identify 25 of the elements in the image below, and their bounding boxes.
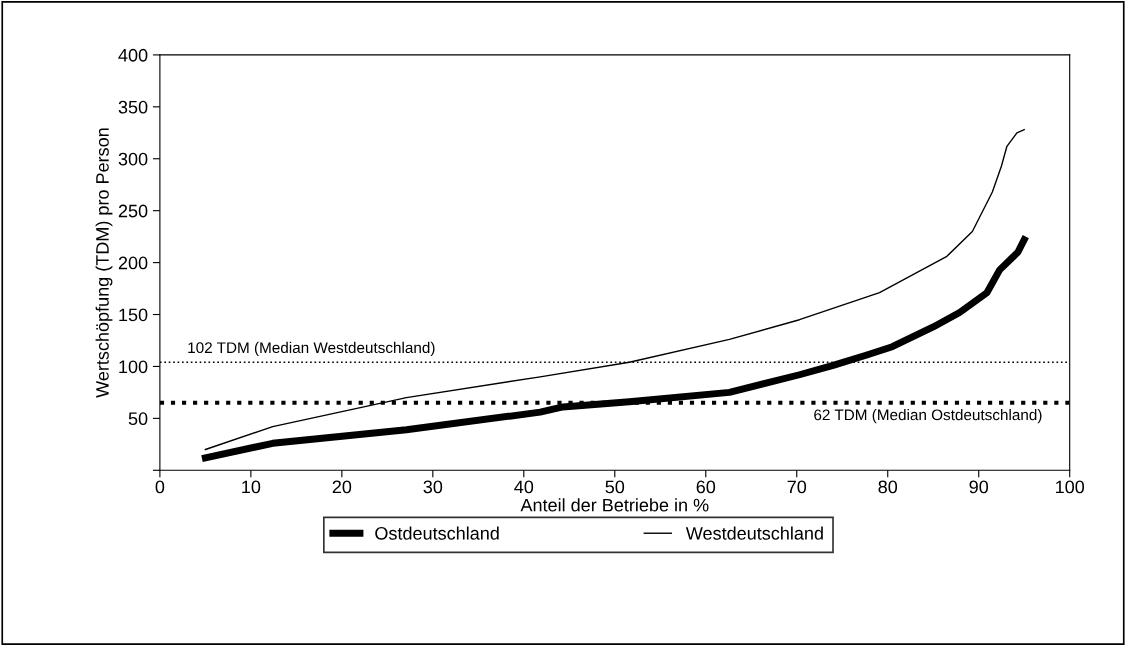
y-tick-label: 250 xyxy=(118,204,148,218)
x-tick-label: 0 xyxy=(155,480,165,494)
x-tick-label: 80 xyxy=(878,480,898,494)
x-tick-label: 100 xyxy=(1056,480,1085,494)
legend-label: Westdeutschland xyxy=(685,526,823,540)
x-tick-label: 90 xyxy=(969,480,989,494)
y-tick-label: 150 xyxy=(119,308,148,322)
x-tick-label: 50 xyxy=(605,480,625,494)
y-tick-label: 400 xyxy=(118,48,148,62)
x-tick-label: 10 xyxy=(242,480,261,494)
x-tick-label: 20 xyxy=(332,480,352,494)
x-axis-title: Anteil der Betriebe in % xyxy=(520,498,709,512)
y-tick-label: 100 xyxy=(119,360,148,374)
legend-label: Ostdeutschland xyxy=(375,526,499,540)
x-tick-label: 30 xyxy=(423,480,443,494)
y-tick-label: 350 xyxy=(118,100,148,114)
x-tick-label: 60 xyxy=(696,480,716,494)
y-tick-label: 50 xyxy=(128,412,148,426)
y-tick-label: 200 xyxy=(118,256,148,270)
x-tick-label: 70 xyxy=(787,480,807,494)
x-tick-label: 40 xyxy=(514,480,534,494)
y-tick-label: 300 xyxy=(118,152,148,166)
y-axis-title: Wertschöpfung (TDM) pro Person xyxy=(95,128,113,398)
ref-line-label: 62 TDM (Median Ostdeutschland) xyxy=(814,409,1042,424)
ref-line-label: 102 TDM (Median Westdeutschland) xyxy=(188,341,435,357)
